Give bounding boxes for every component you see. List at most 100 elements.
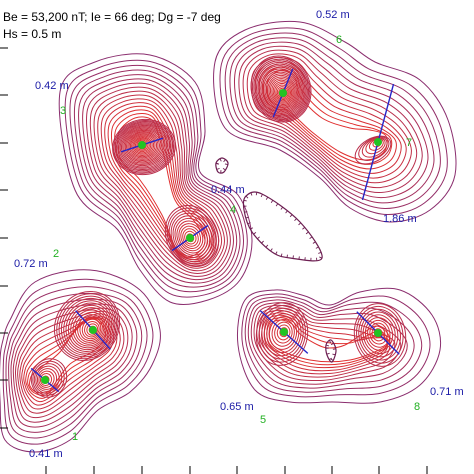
- depth-label-5: 0.65 m: [220, 401, 254, 413]
- contour-line: [237, 287, 442, 404]
- contour-line: [174, 217, 208, 256]
- hachure-tick: [319, 256, 323, 259]
- contour-line: [60, 297, 116, 356]
- contour-group-upper-left: [58, 53, 253, 306]
- hachure-tick: [270, 200, 274, 204]
- peak-rings-5: [255, 302, 309, 366]
- contour-line: [274, 82, 292, 102]
- contour-line: [35, 365, 60, 392]
- header-line-1: Be = 53,200 nT; Ie = 66 deg; Dg = -7 deg: [3, 10, 221, 24]
- contour-lines: [0, 20, 457, 453]
- contour-line: [114, 121, 173, 173]
- contour-line: [119, 125, 168, 168]
- contour-line: [5, 286, 148, 439]
- source-marker-1: [41, 376, 49, 384]
- contour-line: [261, 68, 302, 113]
- contour-line: [182, 228, 199, 247]
- contour-line: [261, 307, 304, 360]
- contour-line: [78, 74, 238, 284]
- contour-line: [354, 135, 392, 165]
- contour-line: [364, 317, 394, 351]
- contour-group-lower-left: [0, 269, 161, 453]
- contour-line: [255, 61, 307, 118]
- low-small-bottom: [325, 339, 337, 363]
- header-line-2: Hs = 0.5 m: [3, 27, 61, 41]
- contour-line: [33, 363, 63, 394]
- contour-line: [164, 204, 220, 268]
- contour-line: [246, 53, 412, 184]
- contour-line: [69, 64, 245, 293]
- contour-line: [129, 134, 156, 158]
- contour-line: [176, 220, 206, 254]
- hachure-tick: [255, 192, 258, 196]
- source-number-5: 5: [260, 414, 266, 426]
- hachure-tick: [243, 199, 247, 202]
- contour-line: [371, 325, 386, 342]
- contour-line: [353, 303, 407, 367]
- hachure-tick: [265, 244, 269, 248]
- contour-line: [264, 71, 300, 111]
- contour-line: [63, 300, 114, 354]
- source-number-2: 2: [53, 248, 59, 260]
- negative-anomaly-lows: [215, 157, 337, 363]
- hachure-tick: [245, 195, 249, 199]
- contour-line: [271, 318, 295, 347]
- hachure-tick: [328, 357, 332, 361]
- hachure-tick: [216, 168, 220, 170]
- hachure-tick: [219, 158, 222, 162]
- contour-line: [32, 360, 65, 396]
- hachure-tick: [315, 246, 319, 249]
- peak-rings-6: [250, 55, 312, 123]
- contour-line: [269, 78, 295, 106]
- contour-line: [81, 318, 102, 340]
- contour-line: [238, 45, 423, 194]
- contour-line: [267, 74, 298, 108]
- contour-line: [84, 321, 100, 338]
- contour-line: [262, 70, 301, 112]
- hachure-tick: [318, 251, 322, 254]
- hachure-tick: [285, 210, 288, 214]
- contour-line: [65, 302, 113, 352]
- peak-rings-1: [30, 358, 68, 398]
- contour-group-lower-right: [237, 287, 442, 404]
- contour-line: [255, 302, 309, 366]
- contour-line: [275, 84, 290, 101]
- contour-line: [272, 81, 293, 103]
- depth-label-8: 0.71 m: [430, 386, 464, 398]
- depth-labels: 0.52 m 0.42 m 0.44 m 1.86 m 0.72 m 0.71 …: [14, 9, 464, 460]
- contour-line: [77, 314, 105, 343]
- contour-line: [118, 124, 169, 169]
- source-number-3: 3: [60, 105, 66, 117]
- hachure-tick: [247, 222, 251, 225]
- hachure-tick: [325, 344, 329, 347]
- depth-label-2: 0.72 m: [14, 258, 48, 270]
- contour-line: [0, 269, 161, 453]
- source-marker-4: [186, 234, 194, 242]
- contour-line: [126, 130, 160, 162]
- contour-line: [262, 66, 393, 165]
- source-marker-7: [374, 138, 382, 146]
- contour-line: [244, 296, 423, 393]
- hachure-tick: [245, 216, 249, 219]
- hachure-tick: [328, 340, 332, 344]
- contour-line: [39, 373, 53, 386]
- depth-label-7: 1.86 m: [383, 213, 417, 225]
- hachure-tick: [330, 342, 334, 346]
- source-number-labels: 6 3 7 4 2 8 5 1: [53, 34, 420, 443]
- hachure-tick: [260, 194, 263, 198]
- contour-line: [86, 82, 231, 277]
- contour-line: [178, 223, 204, 252]
- hachure-tick: [270, 248, 273, 252]
- hachure-tick: [298, 222, 302, 226]
- contour-line: [124, 129, 162, 163]
- contour-line: [14, 307, 129, 419]
- frame-ticks: [0, 47, 428, 474]
- source-marker-8: [374, 329, 382, 337]
- contour-line: [247, 299, 415, 389]
- hachure-tick: [224, 163, 228, 166]
- contour-line: [367, 319, 391, 348]
- hachure-tick: [332, 353, 336, 356]
- source-marker-3: [138, 141, 146, 149]
- contour-line: [268, 316, 298, 350]
- hachure-tick: [261, 240, 264, 244]
